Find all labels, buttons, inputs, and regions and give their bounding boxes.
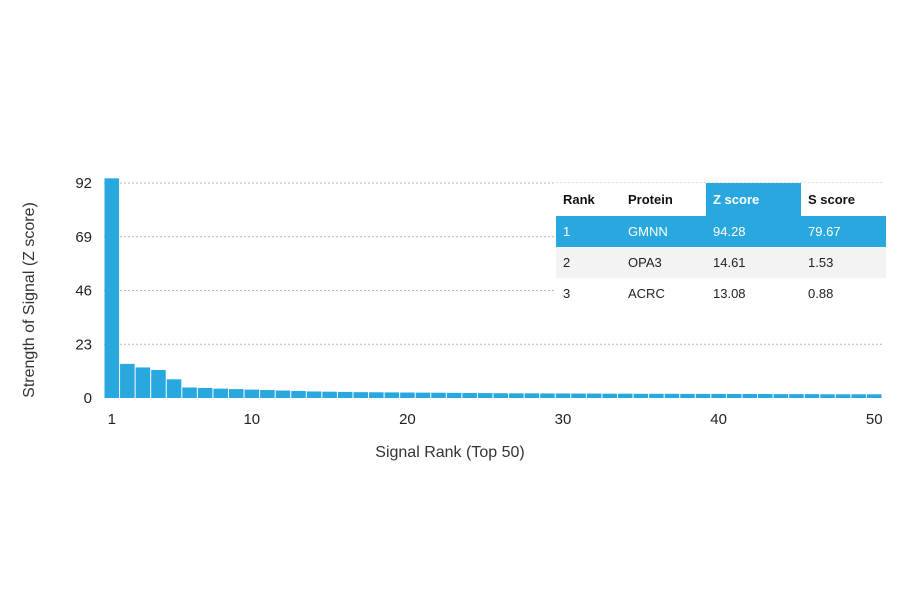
bar [742,394,758,398]
bar [353,392,369,398]
bar [104,178,120,398]
bar [680,393,695,398]
y-axis-ticks: 0 23 46 69 92 [75,175,92,407]
bar [820,394,835,398]
cell-protein: ACRC [621,278,706,309]
bar [804,394,820,398]
x-tick-label: 30 [555,411,572,428]
header-z-score: Z score [706,183,801,216]
cell-z-score: 94.28 [706,216,801,247]
bar [649,393,664,398]
cell-s-score: 0.88 [801,278,886,309]
bar [306,391,322,398]
bar [571,393,586,398]
bar [228,389,244,398]
bar [431,392,446,398]
bar [493,393,509,398]
bar [322,391,337,398]
bar [617,393,633,398]
x-axis-title: Signal Rank (Top 50) [375,444,524,461]
cell-rank: 1 [556,216,621,247]
bar [726,394,742,398]
cell-protein: OPA3 [621,247,706,278]
bar [462,392,477,398]
x-tick-label: 50 [866,411,883,428]
x-axis-ticks: 1 10 20 30 40 50 [108,411,883,428]
cell-rank: 3 [556,278,621,309]
y-tick-label: 0 [84,390,92,407]
bar [135,367,151,398]
bar [866,394,882,398]
cell-z-score: 14.61 [706,247,801,278]
bar [555,393,571,398]
cell-s-score: 1.53 [801,247,886,278]
y-tick-label: 23 [75,336,92,353]
bar [851,394,866,398]
bar [197,387,213,398]
table-row: 1 GMNN 94.28 79.67 [556,216,886,247]
bar [540,393,555,398]
bar [415,392,431,398]
y-tick-label: 46 [75,283,92,300]
bar [773,394,789,398]
header-rank: Rank [563,192,595,207]
cell-s-score: 79.67 [801,216,886,247]
bar [369,392,384,398]
bar [275,390,291,398]
bar-layer [104,178,882,398]
x-tick-label: 20 [399,411,416,428]
bar [120,363,135,398]
bar [182,387,197,398]
bar [789,394,804,398]
bar [758,394,773,398]
bar [711,393,726,398]
bar [244,389,260,398]
y-tick-label: 69 [75,229,92,246]
bar [477,393,493,398]
bar [151,369,166,398]
bar [446,392,462,398]
bar [633,393,649,398]
header-s-score: S score [808,192,855,207]
cell-z-score: 13.08 [706,278,801,309]
bar [664,393,680,398]
bar [602,393,617,398]
bar [695,393,711,398]
table-header-row: Rank Protein Z score S score [556,183,886,216]
cell-rank: 2 [556,247,621,278]
x-tick-label: 40 [710,411,727,428]
bar [509,393,524,398]
bar [835,394,851,398]
x-tick-label: 10 [243,411,260,428]
y-axis-title: Strength of Signal (Z score) [21,202,38,398]
y-tick-label: 92 [75,175,92,192]
bar [166,379,182,398]
bar [260,390,275,398]
bar [384,392,400,398]
cell-protein: GMNN [621,216,706,247]
bar [337,391,353,398]
bar [213,388,228,398]
top-hits-table: Rank Protein Z score S score 1 GMNN 94.2… [556,183,886,309]
bar [524,393,540,398]
x-tick-label: 1 [108,411,116,428]
table-row: 3 ACRC 13.08 0.88 [556,278,886,309]
table-row: 2 OPA3 14.61 1.53 [556,247,886,278]
bar [291,390,306,398]
bar [400,392,415,398]
header-protein: Protein [628,192,673,207]
bar [586,393,602,398]
